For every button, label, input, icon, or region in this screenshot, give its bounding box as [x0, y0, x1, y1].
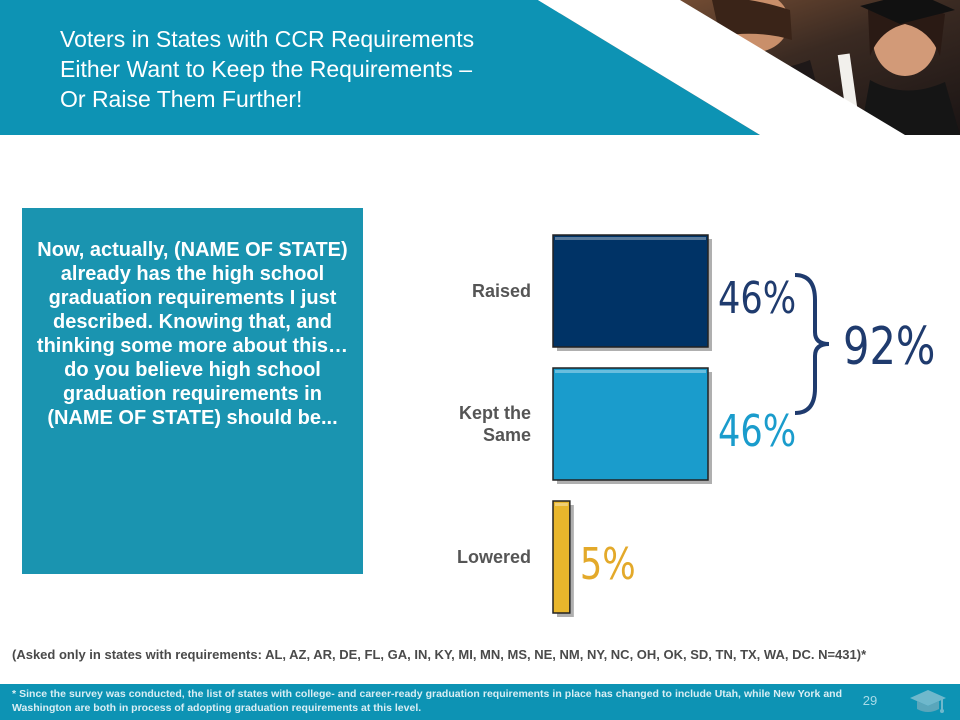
bar — [552, 367, 709, 481]
bracket-total-label: 92% — [843, 317, 935, 378]
bar — [552, 234, 709, 348]
category-label: Raised — [472, 281, 531, 301]
title-line: Either Want to Keep the Requirements – — [60, 56, 473, 82]
footnote: * Since the survey was conducted, the li… — [12, 688, 842, 714]
bar-group — [552, 234, 712, 351]
value-label: 46% — [718, 406, 796, 457]
category-label: Kept the — [459, 403, 531, 423]
bar-highlight — [555, 370, 706, 373]
footer-bar — [0, 684, 960, 720]
question-text: Now, actually, (NAME OF STATE) already h… — [36, 239, 349, 429]
bar-highlight — [555, 503, 568, 506]
bar — [552, 500, 571, 614]
header-white-wedge — [538, 0, 905, 135]
category-label: Same — [483, 425, 531, 445]
bar-highlight — [555, 237, 706, 240]
question-box: Now, actually, (NAME OF STATE) already h… — [22, 208, 363, 574]
category-label: Lowered — [457, 547, 531, 567]
header-teal-band — [0, 0, 760, 135]
title-line: Voters in States with CCR Requirements — [60, 26, 475, 52]
graduation-cap-icon — [910, 690, 946, 713]
header-band — [0, 0, 960, 135]
value-label: 46% — [718, 273, 796, 324]
bar-group — [552, 500, 574, 617]
slide-title: Voters in States with CCR Requirements E… — [60, 24, 580, 114]
bracket — [794, 273, 830, 415]
asked-note: (Asked only in states with requirements:… — [12, 647, 867, 662]
bar-group — [552, 367, 712, 484]
title-line: Or Raise Them Further! — [60, 86, 303, 112]
value-label: 5% — [580, 539, 636, 590]
page-number: 29 — [862, 693, 878, 708]
